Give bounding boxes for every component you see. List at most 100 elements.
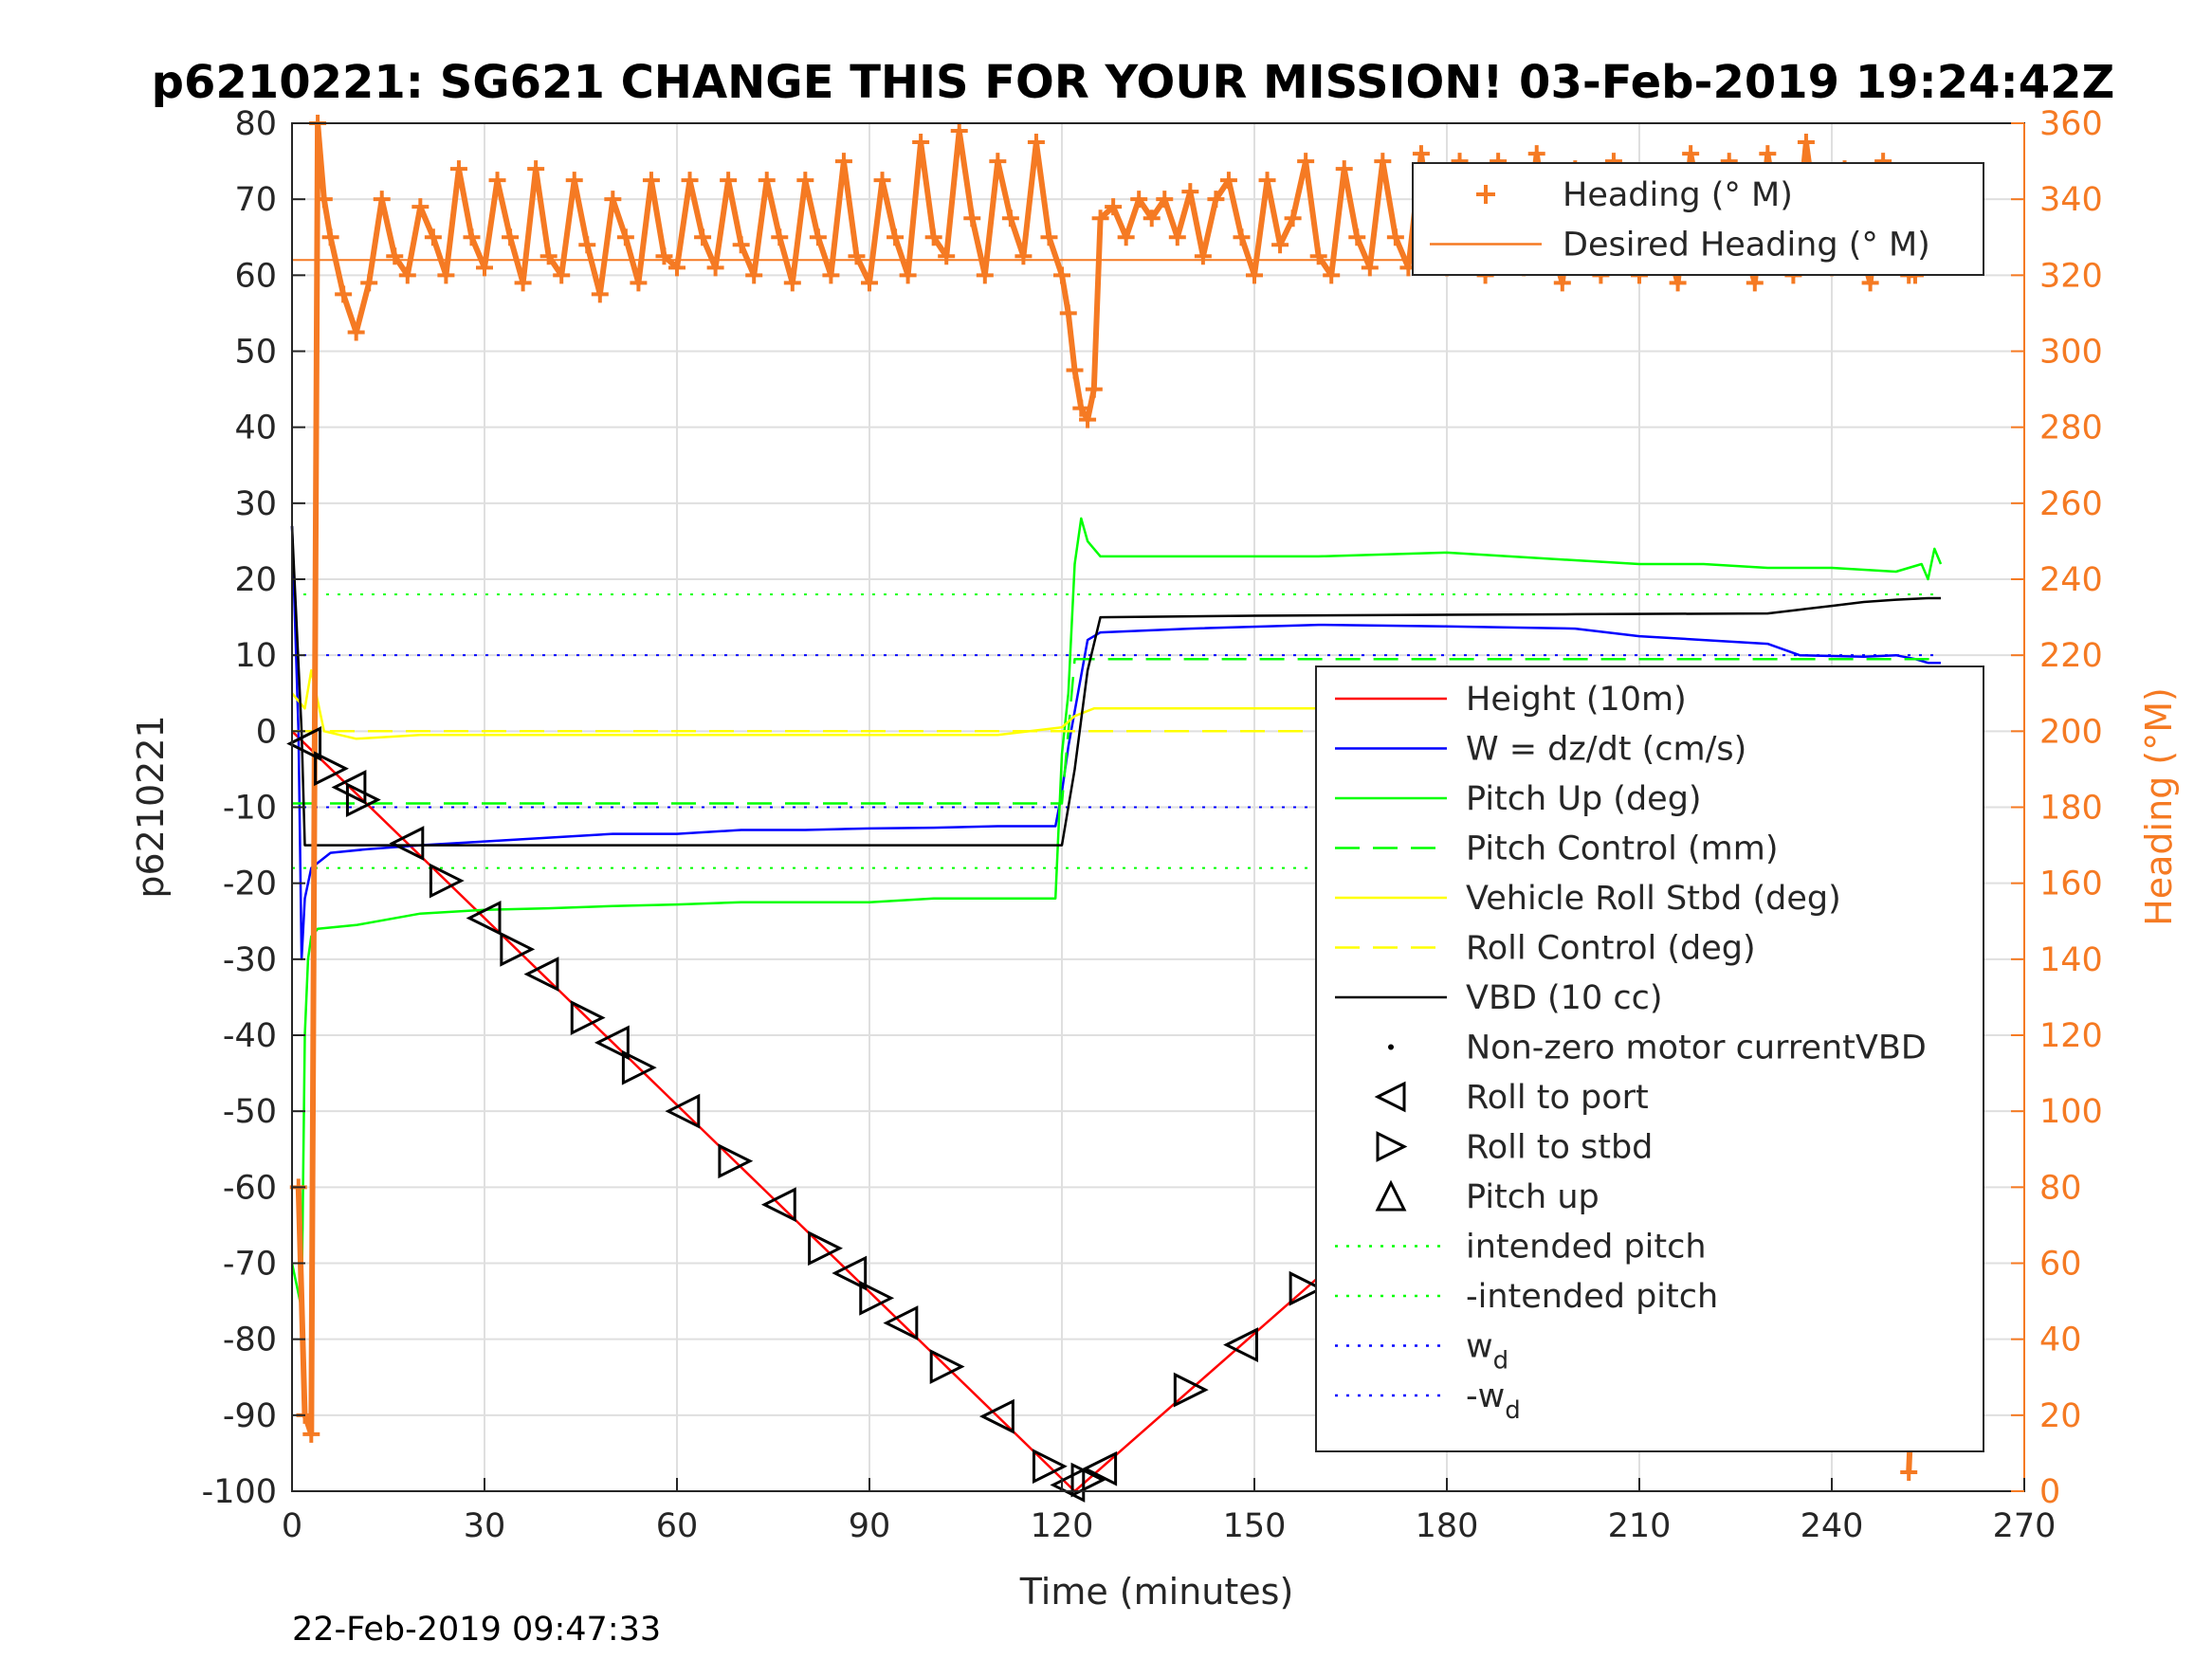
heading-plus-marker (668, 259, 686, 277)
heading-plus-marker (873, 172, 891, 190)
heading-plus-marker (848, 247, 866, 265)
heading-plus-marker (539, 247, 558, 265)
y2-tick-label: 200 (2039, 713, 2103, 751)
x-tick-label: 240 (1801, 1507, 1864, 1545)
series-line-3 (292, 657, 1941, 805)
y-tick-label: 60 (234, 257, 277, 295)
heading-plus-marker (834, 153, 852, 171)
legend-label-12: -intended pitch (1466, 1278, 1718, 1316)
roll-to-port-marker (883, 1305, 919, 1341)
roll-to-port-marker (832, 1255, 868, 1291)
heading-plus-marker (938, 247, 956, 265)
roll-to-stbd-marker (621, 1049, 657, 1085)
heading-plus-marker (1194, 247, 1212, 265)
heading-plus-marker (488, 172, 506, 190)
heading-plus-marker (373, 191, 391, 209)
y2-tick-label: 320 (2039, 257, 2103, 295)
heading-plus-marker (476, 259, 493, 277)
y-tick-label: -80 (223, 1322, 277, 1359)
heading-plus-marker (887, 228, 905, 246)
x-tick-label: 0 (282, 1507, 302, 1545)
roll-to-port-marker (1082, 1450, 1118, 1486)
roll-to-stbd-marker (808, 1231, 843, 1267)
heading-plus-marker (630, 274, 648, 292)
heading-plus-marker (1271, 236, 1289, 254)
heading-plus-marker (1553, 274, 1571, 292)
heading-plus-marker (1233, 228, 1251, 246)
legend-label-2: Pitch Up (deg) (1466, 780, 1702, 818)
y-tick-label: 70 (234, 181, 277, 219)
heading-plus-marker (302, 1425, 320, 1443)
heading-plus-marker (1053, 266, 1070, 284)
legend-label-5: Roll Control (deg) (1466, 930, 1756, 968)
legend-swatch-7 (1388, 1044, 1394, 1050)
heading-plus-marker (335, 285, 353, 303)
roll-to-stbd-marker (429, 863, 465, 899)
roll-to-stbd-marker (345, 782, 381, 818)
legend-label-text: Pitch Up (deg) (1466, 780, 1702, 818)
timestamp-footer: 22-Feb-2019 09:47:33 (292, 1611, 661, 1649)
heading-plus-marker (1105, 198, 1123, 216)
series-line-6 (290, 525, 1941, 847)
heading-plus-marker (1181, 183, 1199, 201)
heading-plus-marker (1156, 191, 1174, 209)
heading-plus-marker (1669, 274, 1687, 292)
x-tick-label: 150 (1223, 1507, 1287, 1545)
y2-tick-label: 220 (2039, 637, 2103, 675)
y2-tick-label: 360 (2039, 105, 2103, 143)
heading-plus-marker (398, 266, 416, 284)
roll-to-stbd-marker (1289, 1270, 1325, 1306)
heading-plus-marker (591, 285, 609, 303)
heading-plus-marker (1374, 153, 1392, 171)
heading-plus-marker (565, 172, 583, 190)
heading-plus-marker (514, 274, 532, 292)
heading-plus-marker (1797, 134, 1815, 152)
legend-label-text: Roll to port (1466, 1079, 1649, 1117)
heading-plus-marker (347, 323, 365, 341)
legend-label-text: Desired Heading (° M) (1563, 227, 1930, 264)
legend-label-13: wd (1466, 1328, 1508, 1376)
y-tick-label: 80 (234, 105, 277, 143)
heading-plus-marker (1258, 172, 1276, 190)
legend-label-text: intended pitch (1466, 1229, 1707, 1267)
x-tick-label: 90 (849, 1507, 891, 1545)
heading-plus-marker (449, 160, 467, 178)
heading-plus-marker (463, 228, 481, 246)
heading-plus-marker (783, 274, 801, 292)
legend-label-14: -wd (1466, 1377, 1521, 1425)
roll-to-port-marker (286, 726, 322, 761)
x-tick-label: 60 (656, 1507, 699, 1545)
y2-tick-label: 260 (2039, 485, 2103, 523)
heading-plus-marker (963, 210, 981, 228)
y2-tick-label: 300 (2039, 334, 2103, 372)
legend-label-text: Pitch up (1466, 1178, 1600, 1216)
heading-plus-marker (1059, 304, 1077, 322)
heading-plus-marker (1015, 247, 1033, 265)
y2-tick-label: 20 (2039, 1397, 2082, 1435)
legend-swatch-0 (1476, 185, 1495, 204)
heading-plus-marker (578, 236, 596, 254)
heading-plus-marker (758, 172, 776, 190)
roll-to-port-marker (978, 1398, 1015, 1434)
legend-label-10: Pitch up (1466, 1178, 1600, 1216)
heading-plus-marker (1284, 210, 1302, 228)
heading-plus-marker (1040, 228, 1058, 246)
heading-plus-marker (642, 172, 660, 190)
legend-label-text: -intended pitch (1466, 1278, 1718, 1316)
heading-plus-marker (976, 266, 994, 284)
heading-plus-marker (502, 228, 520, 246)
heading-plus-marker (1309, 247, 1327, 265)
heading-plus-marker (437, 266, 455, 284)
series-line-2 (290, 517, 1943, 1310)
heading-plus-marker (527, 160, 545, 178)
heading-plus-marker (1143, 210, 1161, 228)
heading-plus-marker (1361, 259, 1379, 277)
heading-plus-marker (796, 172, 814, 190)
legend-label-11: intended pitch (1466, 1229, 1707, 1267)
heading-plus-marker (1066, 361, 1084, 379)
x-tick-label: 30 (464, 1507, 506, 1545)
roll-to-stbd-marker (859, 1280, 895, 1316)
y2-tick-label: 100 (2039, 1093, 2103, 1131)
roll-to-stbd-marker (1173, 1372, 1209, 1408)
